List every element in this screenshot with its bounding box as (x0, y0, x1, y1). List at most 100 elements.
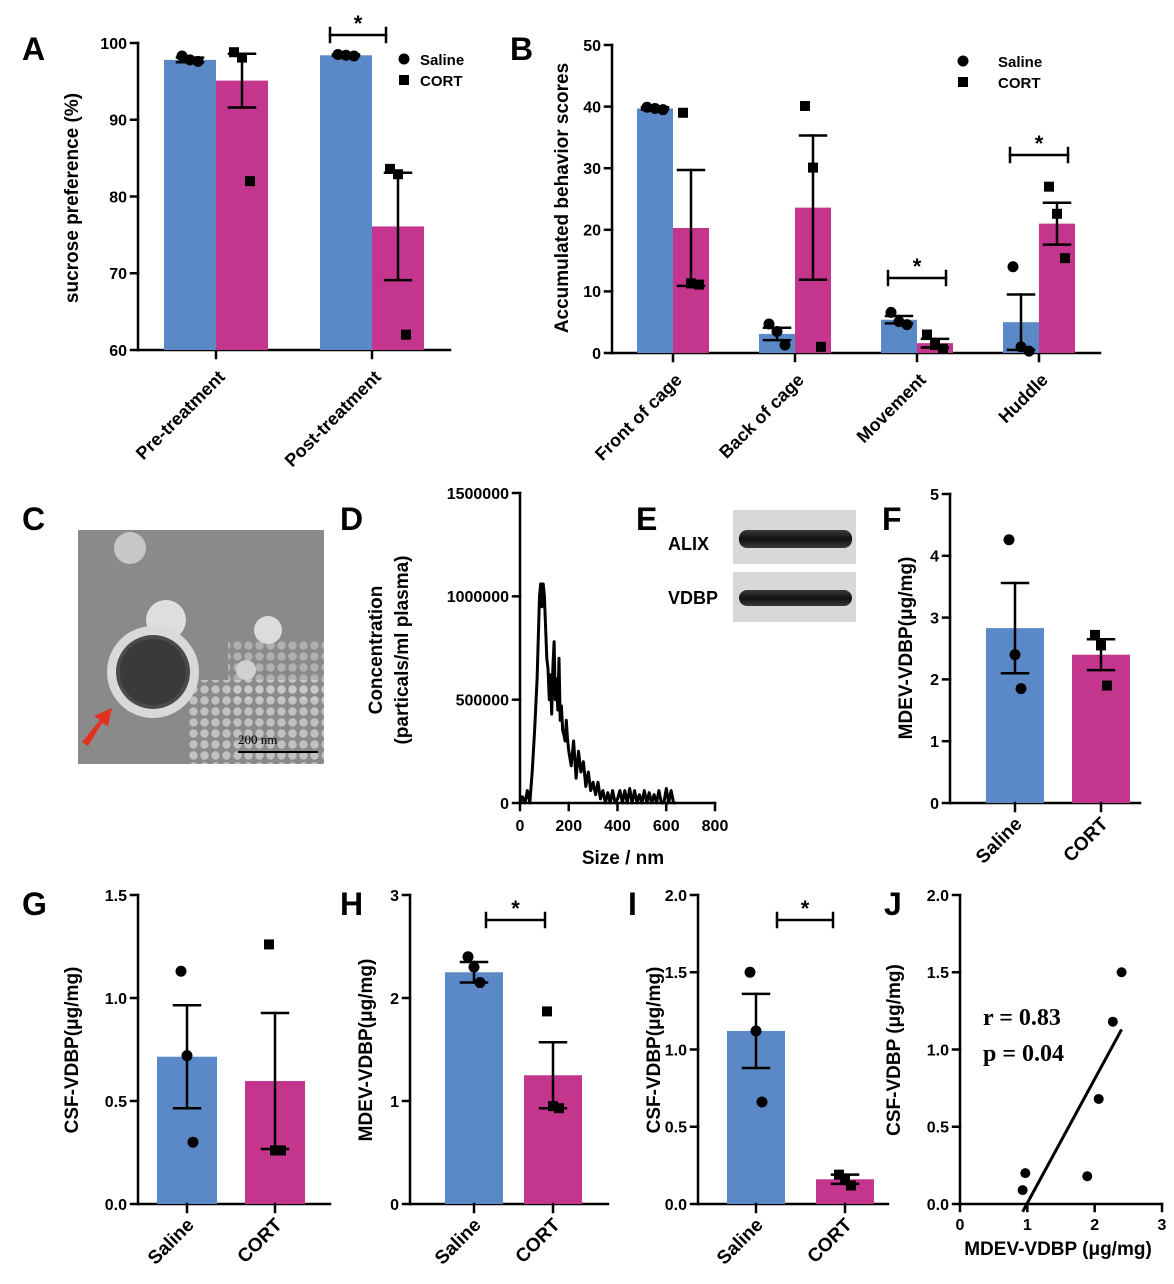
D-y-tick-label: 1500000 (447, 486, 509, 503)
F-y-tick-label: 0 (930, 796, 939, 813)
D-y-tick-label: 500000 (456, 692, 509, 709)
B-legend-marker-square (958, 77, 968, 87)
H-significance-label: * (511, 896, 520, 921)
B-data-point (771, 325, 783, 337)
B-category-label: Movement (853, 370, 930, 447)
A-data-point (229, 47, 239, 58)
A-data-point (332, 49, 344, 61)
B-significance-huddle-label: * (1035, 131, 1044, 156)
G-data-point (175, 965, 187, 977)
F-data-point (1102, 680, 1112, 691)
B-data-point (1007, 261, 1019, 273)
G-category-label: Saline (144, 1215, 198, 1269)
panel-letter-G: G (22, 886, 47, 922)
I-y-axis-label: CSF-VDBP(μg/mg) (644, 967, 665, 1134)
B-data-point (816, 341, 826, 352)
panel-letter-C: C (22, 501, 45, 537)
A-y-tick-label: 60 (109, 343, 127, 360)
B-data-point (779, 339, 791, 351)
H-category-label: CORT (512, 1214, 565, 1267)
F-data-point (1090, 629, 1100, 640)
H-data-point (462, 951, 474, 963)
H-y-tick-label: 0 (390, 1197, 399, 1214)
panel-letter-E: E (636, 501, 657, 537)
F-data-point (1015, 683, 1027, 695)
F-category-label: Saline (972, 814, 1026, 868)
A-category-label: Post-treatment (281, 367, 385, 471)
B-category-label: Huddle (995, 370, 1052, 427)
J-data-point (1082, 1171, 1093, 1182)
F-y-axis-label: MDEV-VDBP(μg/mg) (896, 557, 917, 740)
H-y-tick-label: 2 (390, 991, 399, 1008)
J-x-tick-label: 2 (1090, 1217, 1099, 1234)
I-data-point (834, 1169, 844, 1180)
J-y-tick-label: 0.0 (927, 1197, 949, 1214)
A-data-point (401, 329, 411, 340)
F-category-label: CORT (1060, 813, 1113, 866)
B-data-point (678, 107, 688, 118)
H-data-point (474, 977, 486, 989)
G-y-tick-label: 0.5 (105, 1094, 127, 1111)
E-band-label-alix: ALIX (668, 534, 709, 554)
B-y-tick-label: 50 (583, 38, 601, 55)
em-micrograph: 200 nm (78, 530, 324, 764)
J-data-point (1116, 967, 1127, 978)
D-y-axis-label-line2: (particals/ml plasma) (392, 555, 413, 744)
B-y-axis-label: Accumulated behavior scores (552, 63, 573, 333)
F-data-point (1003, 534, 1015, 546)
B-legend-label: CORT (998, 75, 1041, 92)
B-y-tick-label: 10 (583, 284, 601, 301)
D-x-axis-label: Size / nm (582, 848, 664, 869)
B-data-point (1052, 208, 1062, 219)
G-y-tick-label: 0.0 (105, 1197, 127, 1214)
em-blob (254, 616, 282, 644)
J-data-point (1017, 1185, 1028, 1196)
F-y-tick-label: 4 (930, 549, 939, 566)
em-blob (114, 532, 146, 564)
A-legend-marker-square (399, 75, 409, 85)
B-data-point (938, 343, 948, 354)
B-data-point (901, 319, 913, 331)
D-size-distribution-line (518, 582, 676, 805)
H-data-point (542, 1006, 552, 1017)
I-y-tick-label: 1.0 (665, 1042, 687, 1059)
I-data-point (750, 1025, 762, 1037)
J-x-tick-label: 1 (1023, 1217, 1032, 1234)
vesicle-core (120, 639, 186, 705)
B-data-point (694, 279, 704, 290)
panel-letter-F: F (882, 501, 902, 537)
red-arrow-icon (82, 708, 112, 746)
D-y-tick-label: 1000000 (447, 589, 509, 606)
I-category-label: Saline (713, 1215, 767, 1269)
F-y-tick-label: 1 (930, 734, 939, 751)
D-x-tick-label: 800 (702, 818, 729, 835)
J-x-axis-label: MDEV-VDBP (μg/mg) (964, 1239, 1152, 1260)
G-data-point (181, 1050, 193, 1062)
A-data-point (340, 49, 352, 61)
H-data-point (554, 1103, 564, 1114)
A-data-point (237, 52, 247, 63)
B-data-point (922, 329, 932, 340)
B-data-point (1060, 253, 1070, 264)
G-data-point (187, 1136, 199, 1148)
alix-band (739, 530, 852, 548)
B-category-label: Back of cage (715, 370, 808, 463)
A-bar-saline (320, 55, 372, 350)
G-y-tick-label: 1.0 (105, 991, 127, 1008)
D-y-axis-label-line1: Concentration (366, 586, 387, 715)
G-y-tick-label: 1.5 (105, 888, 127, 905)
J-data-point (1020, 1168, 1031, 1179)
I-data-point (756, 1096, 768, 1108)
B-data-point (1044, 181, 1054, 192)
panel-letter-H: H (340, 886, 363, 922)
I-data-point (840, 1174, 850, 1185)
A-legend-label: Saline (420, 52, 464, 69)
J-r-value: r = 0.83 (983, 1005, 1061, 1031)
B-data-point (930, 339, 940, 350)
A-bar-saline (164, 59, 216, 350)
I-data-point (744, 966, 756, 978)
B-data-point (1023, 345, 1035, 357)
G-category-label: CORT (234, 1214, 287, 1267)
B-y-tick-label: 20 (583, 223, 601, 240)
